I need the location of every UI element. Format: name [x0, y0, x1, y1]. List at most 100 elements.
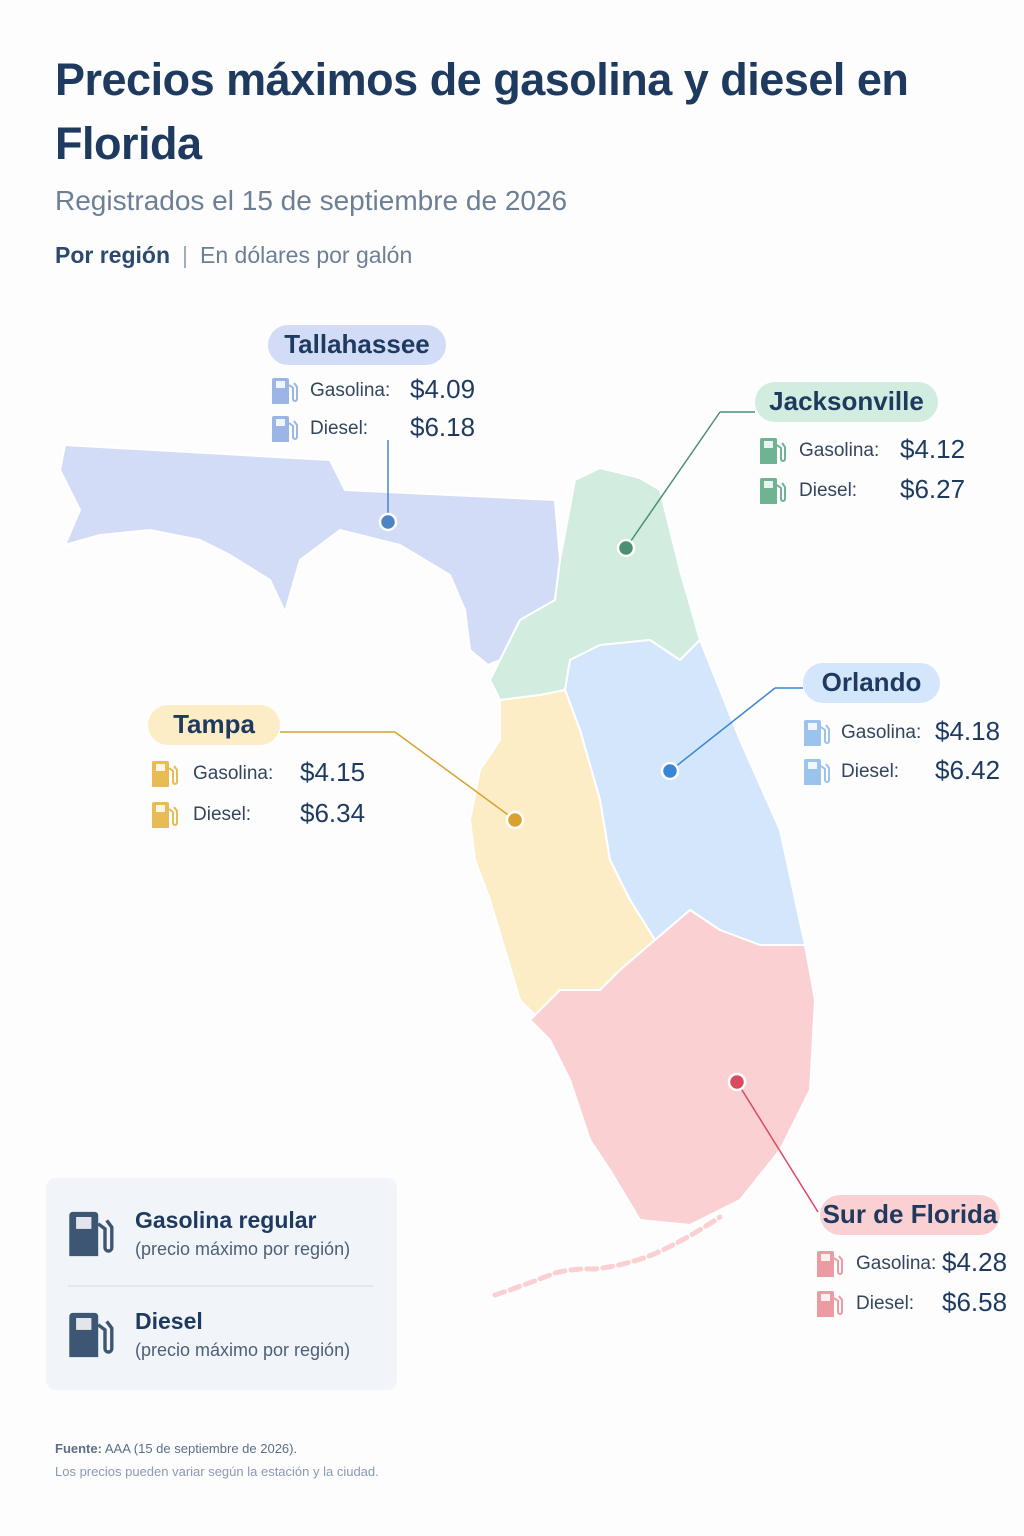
fuel-icon-hose [168, 806, 178, 826]
fuel-icon-hose [776, 482, 786, 502]
region-dot [616, 538, 636, 558]
fuel-icon-hose [97, 1320, 114, 1354]
fuel-icon-hose [97, 1219, 114, 1253]
fuel-label: Diesel: [841, 761, 899, 782]
fuel-icon-window [808, 723, 817, 730]
fuel-icon [760, 438, 786, 464]
region-shape [59, 444, 561, 666]
fuel-price: $4.18 [935, 716, 1000, 746]
fuel-price: $4.28 [942, 1247, 1007, 1277]
fuel-icon-hose [820, 724, 830, 744]
fuel-icon-body [69, 1312, 99, 1358]
keys [492, 1214, 723, 1298]
fuel-icon-body [152, 761, 169, 787]
fuel-label: Diesel: [193, 804, 251, 825]
fuel-label: Diesel: [310, 418, 368, 439]
fuel-icon-body [804, 759, 821, 785]
region-dot [660, 761, 680, 781]
source-label: Fuente: [55, 1441, 102, 1456]
leader-line [280, 731, 516, 821]
fuel-icon-hose [833, 1255, 843, 1275]
scope: Por región [55, 242, 171, 268]
fuel-icon [817, 1251, 843, 1277]
legend-title: Gasolina regular [135, 1207, 317, 1233]
fuel-icon [804, 759, 830, 785]
fuel-icon-window [76, 1217, 92, 1229]
fuel-price: $6.42 [935, 755, 1000, 785]
region-dot [727, 1072, 747, 1092]
region-shape [529, 909, 816, 1226]
title: Precios máximos de gasolina y diesel en … [55, 54, 909, 169]
fuel-icon [760, 478, 786, 504]
fuel-icon [272, 378, 298, 404]
fuel-icon-body [817, 1291, 834, 1317]
fuel-icon-window [156, 805, 165, 812]
source-line: Fuente: AAA (15 de septiembre de 2026). [55, 1437, 379, 1460]
fuel-icon-body [804, 720, 821, 746]
scope-line: Por región | En dólares por galón [55, 242, 412, 269]
fuel-icon [152, 761, 178, 787]
fuel-icon-window [76, 1318, 92, 1330]
fuel-label: Diesel: [856, 1293, 914, 1314]
region-shape [489, 467, 701, 701]
region-name: Tallahassee [284, 329, 430, 359]
region-dot [505, 810, 525, 830]
fuel-icon-hose [820, 763, 830, 783]
fuel-price: $6.18 [410, 412, 475, 442]
footer-note: Los precios pueden variar según la estac… [55, 1464, 379, 1479]
footer: Fuente: AAA (15 de septiembre de 2026). … [55, 1437, 379, 1483]
fuel-price: $6.34 [300, 798, 365, 828]
fuel-icon-hose [168, 765, 178, 785]
region-pill [820, 1195, 1000, 1235]
fuel-icon-body [760, 478, 777, 504]
subtitle: Registrados el 15 de septiembre de 2026 [55, 185, 568, 216]
fuel-price: $4.12 [900, 434, 965, 464]
legend-title: Diesel [135, 1308, 203, 1334]
fuel-icon-window [764, 441, 773, 448]
fuel-icon-window [821, 1254, 830, 1261]
region-name: Tampa [173, 709, 255, 739]
source: AAA (15 de septiembre de 2026). [104, 1441, 298, 1456]
fuel-icon-window [764, 481, 773, 488]
fuel-icon-window [821, 1294, 830, 1301]
fuel-price: $4.15 [300, 757, 365, 787]
fuel-label: Gasolina: [841, 722, 921, 743]
fuel-icon-window [156, 764, 165, 771]
unit: En dólares por galón [200, 242, 413, 268]
region-pill [755, 382, 938, 422]
legend-note: (precio máximo por región) [135, 1239, 350, 1259]
fuel-icon-window [276, 381, 285, 388]
leader-line [669, 687, 803, 772]
leader-line [625, 411, 755, 549]
region-name: Sur de Florida [823, 1199, 998, 1229]
fuel-label: Diesel: [799, 480, 857, 501]
fuel-icon-hose [833, 1295, 843, 1315]
fuel-label: Gasolina: [310, 380, 390, 401]
region-name: Jacksonville [769, 386, 924, 416]
fuel-icon-hose [776, 442, 786, 462]
fuel-icon [69, 1312, 114, 1358]
region-pill [148, 705, 280, 745]
region-pill [268, 325, 446, 365]
leader-line [736, 1081, 819, 1213]
fuel-icon-body [760, 438, 777, 464]
fuel-icon-hose [288, 420, 298, 440]
region-name: Orlando [822, 667, 922, 697]
fuel-icon [804, 720, 830, 746]
separator: | [182, 242, 188, 268]
fuel-icon-window [808, 762, 817, 769]
fuel-icon-body [817, 1251, 834, 1277]
fuel-icon [69, 1211, 114, 1257]
region-dot [378, 512, 398, 532]
fuel-icon-window [276, 419, 285, 426]
fuel-price: $6.27 [900, 474, 965, 504]
fuel-icon [817, 1291, 843, 1317]
fuel-label: Gasolina: [856, 1253, 936, 1274]
fuel-price: $6.58 [942, 1287, 1007, 1317]
legend-box [46, 1178, 397, 1390]
region-pill [803, 663, 940, 703]
fuel-icon [272, 416, 298, 442]
fuel-label: Gasolina: [799, 440, 879, 461]
fuel-icon-body [69, 1211, 99, 1257]
